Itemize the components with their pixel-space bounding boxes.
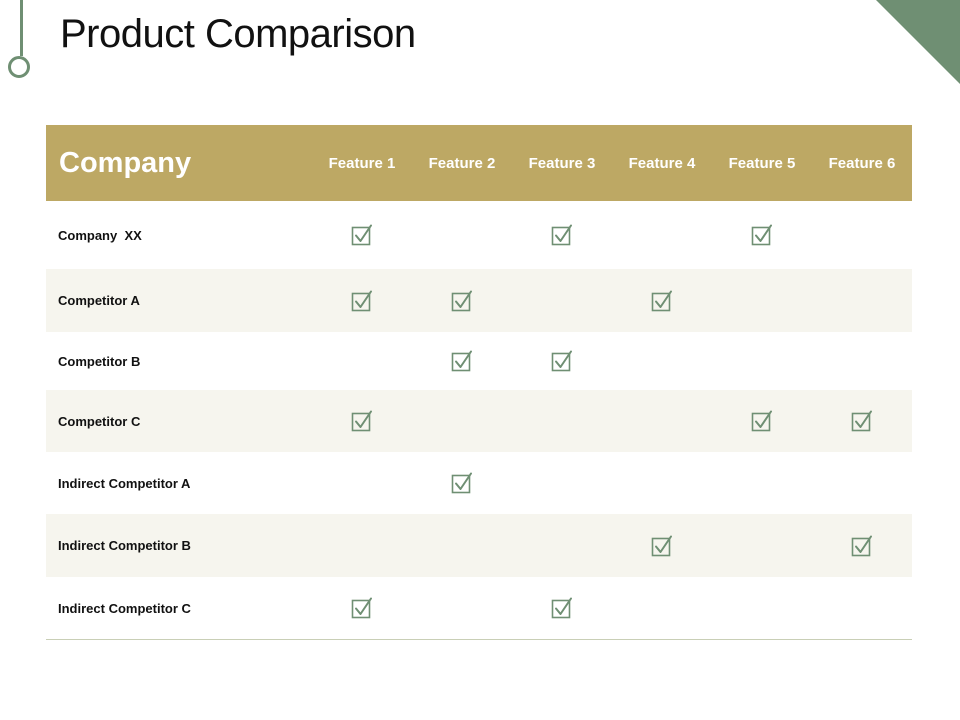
table-row: Company XX	[46, 201, 912, 269]
feature-column-header: Feature 4	[628, 154, 696, 172]
feature-column-header: Feature 5	[728, 154, 796, 172]
row-label: Competitor B	[58, 353, 141, 369]
company-column-header: Company	[59, 146, 192, 179]
feature-cell	[712, 390, 812, 452]
feature-cell	[612, 390, 712, 452]
row-label: Company XX	[58, 227, 142, 243]
feature-cell	[312, 390, 412, 452]
checkbox-checked-icon	[451, 290, 472, 311]
feature-cell	[812, 452, 912, 514]
feature-cell	[512, 514, 612, 577]
row-label: Competitor A	[58, 293, 140, 308]
feature-cell	[512, 390, 612, 452]
decorative-pin-ring	[8, 56, 30, 78]
feature-cell	[812, 269, 912, 332]
table-row: Indirect Competitor A	[46, 452, 912, 514]
feature-cell	[712, 201, 812, 269]
decorative-pin-line	[20, 0, 23, 56]
feature-cell	[812, 201, 912, 269]
feature-cell	[812, 390, 912, 452]
checkbox-checked-icon	[851, 535, 872, 556]
feature-cell	[312, 269, 412, 332]
feature-cell	[512, 577, 612, 639]
checkbox-checked-icon	[751, 410, 772, 432]
feature-cell	[712, 577, 812, 639]
corner-triangle-decoration	[876, 0, 960, 84]
feature-cell	[412, 332, 512, 390]
feature-cell	[312, 452, 412, 514]
feature-column-header: Feature 2	[428, 154, 496, 172]
checkbox-checked-icon	[351, 290, 372, 311]
page-title: Product Comparison	[60, 12, 416, 56]
feature-cell	[512, 201, 612, 269]
feature-cell	[812, 332, 912, 390]
feature-cell	[412, 269, 512, 332]
table-row: Competitor C	[46, 390, 912, 452]
comparison-table: Company Feature 1 Feature 2 Feature 3 Fe…	[46, 125, 912, 640]
feature-cell	[512, 332, 612, 390]
checkbox-checked-icon	[351, 224, 372, 246]
checkbox-checked-icon	[551, 597, 572, 619]
feature-cell	[712, 452, 812, 514]
feature-cell	[712, 514, 812, 577]
table-row: Indirect Competitor B	[46, 514, 912, 577]
row-label: Indirect Competitor B	[58, 538, 191, 553]
table-header-row: Company Feature 1 Feature 2 Feature 3 Fe…	[46, 125, 912, 201]
feature-cell	[812, 577, 912, 639]
feature-column-header: Feature 1	[328, 154, 396, 172]
feature-cell	[612, 577, 712, 639]
feature-cell	[512, 269, 612, 332]
feature-cell	[612, 269, 712, 332]
checkbox-checked-icon	[751, 224, 772, 246]
feature-cell	[612, 452, 712, 514]
checkbox-checked-icon	[651, 290, 672, 311]
table-body: Company XX Competitor A Competitor B Compet…	[46, 201, 912, 639]
feature-cell	[512, 452, 612, 514]
checkbox-checked-icon	[551, 350, 572, 372]
checkbox-checked-icon	[651, 535, 672, 556]
feature-cell	[712, 332, 812, 390]
feature-cell	[412, 201, 512, 269]
feature-cell	[312, 332, 412, 390]
feature-cell	[812, 514, 912, 577]
feature-cell	[612, 332, 712, 390]
feature-cell	[412, 577, 512, 639]
table-row: Indirect Competitor C	[46, 577, 912, 639]
checkbox-checked-icon	[351, 410, 372, 432]
feature-cell	[412, 390, 512, 452]
checkbox-checked-icon	[451, 350, 472, 372]
feature-cell	[612, 514, 712, 577]
feature-cell	[612, 201, 712, 269]
feature-column-header: Feature 3	[528, 154, 596, 172]
feature-cell	[412, 452, 512, 514]
table-row: Competitor A	[46, 269, 912, 332]
checkbox-checked-icon	[451, 472, 472, 494]
row-label: Indirect Competitor A	[58, 475, 191, 491]
feature-column-header: Feature 6	[828, 154, 896, 172]
row-label: Indirect Competitor C	[58, 600, 191, 616]
checkbox-checked-icon	[851, 410, 872, 432]
table-row: Competitor B	[46, 332, 912, 390]
feature-cell	[312, 577, 412, 639]
row-label: Competitor C	[58, 413, 141, 429]
checkbox-checked-icon	[551, 224, 572, 246]
feature-cell	[412, 514, 512, 577]
checkbox-checked-icon	[351, 597, 372, 619]
feature-cell	[312, 514, 412, 577]
feature-cell	[312, 201, 412, 269]
feature-cell	[712, 269, 812, 332]
